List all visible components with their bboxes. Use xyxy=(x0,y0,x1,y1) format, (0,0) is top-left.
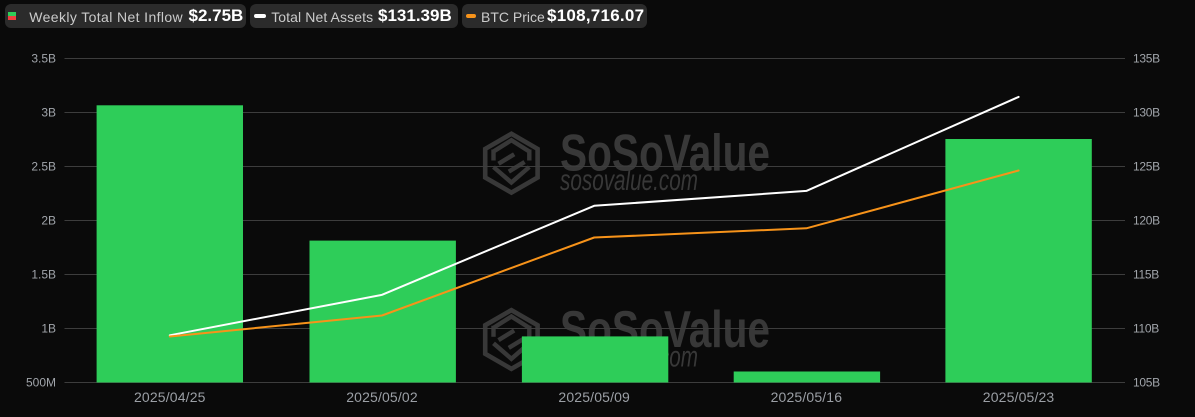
svg-text:1.5B: 1.5B xyxy=(31,268,56,282)
svg-text:2.5B: 2.5B xyxy=(31,160,56,174)
svg-text:130B: 130B xyxy=(1133,106,1160,120)
svg-text:135B: 135B xyxy=(1133,52,1160,66)
svg-text:2025/05/23: 2025/05/23 xyxy=(983,389,1055,405)
svg-text:3B: 3B xyxy=(41,106,56,120)
svg-text:500M: 500M xyxy=(26,376,56,390)
svg-text:110B: 110B xyxy=(1133,322,1159,336)
svg-text:2025/05/09: 2025/05/09 xyxy=(558,389,630,405)
svg-text:105B: 105B xyxy=(1133,376,1160,390)
svg-text:1B: 1B xyxy=(41,322,56,336)
svg-text:120B: 120B xyxy=(1133,214,1160,228)
svg-text:SoSoValue: SoSoValue xyxy=(560,125,770,183)
svg-text:2025/05/02: 2025/05/02 xyxy=(346,389,418,405)
svg-text:115B: 115B xyxy=(1133,268,1159,282)
svg-text:3.5B: 3.5B xyxy=(31,52,56,66)
svg-text:2025/04/25: 2025/04/25 xyxy=(134,389,206,405)
svg-text:sosovalue.com: sosovalue.com xyxy=(560,164,698,197)
svg-text:2025/05/16: 2025/05/16 xyxy=(771,389,843,405)
svg-text:2B: 2B xyxy=(41,214,56,228)
svg-text:125B: 125B xyxy=(1133,160,1160,174)
